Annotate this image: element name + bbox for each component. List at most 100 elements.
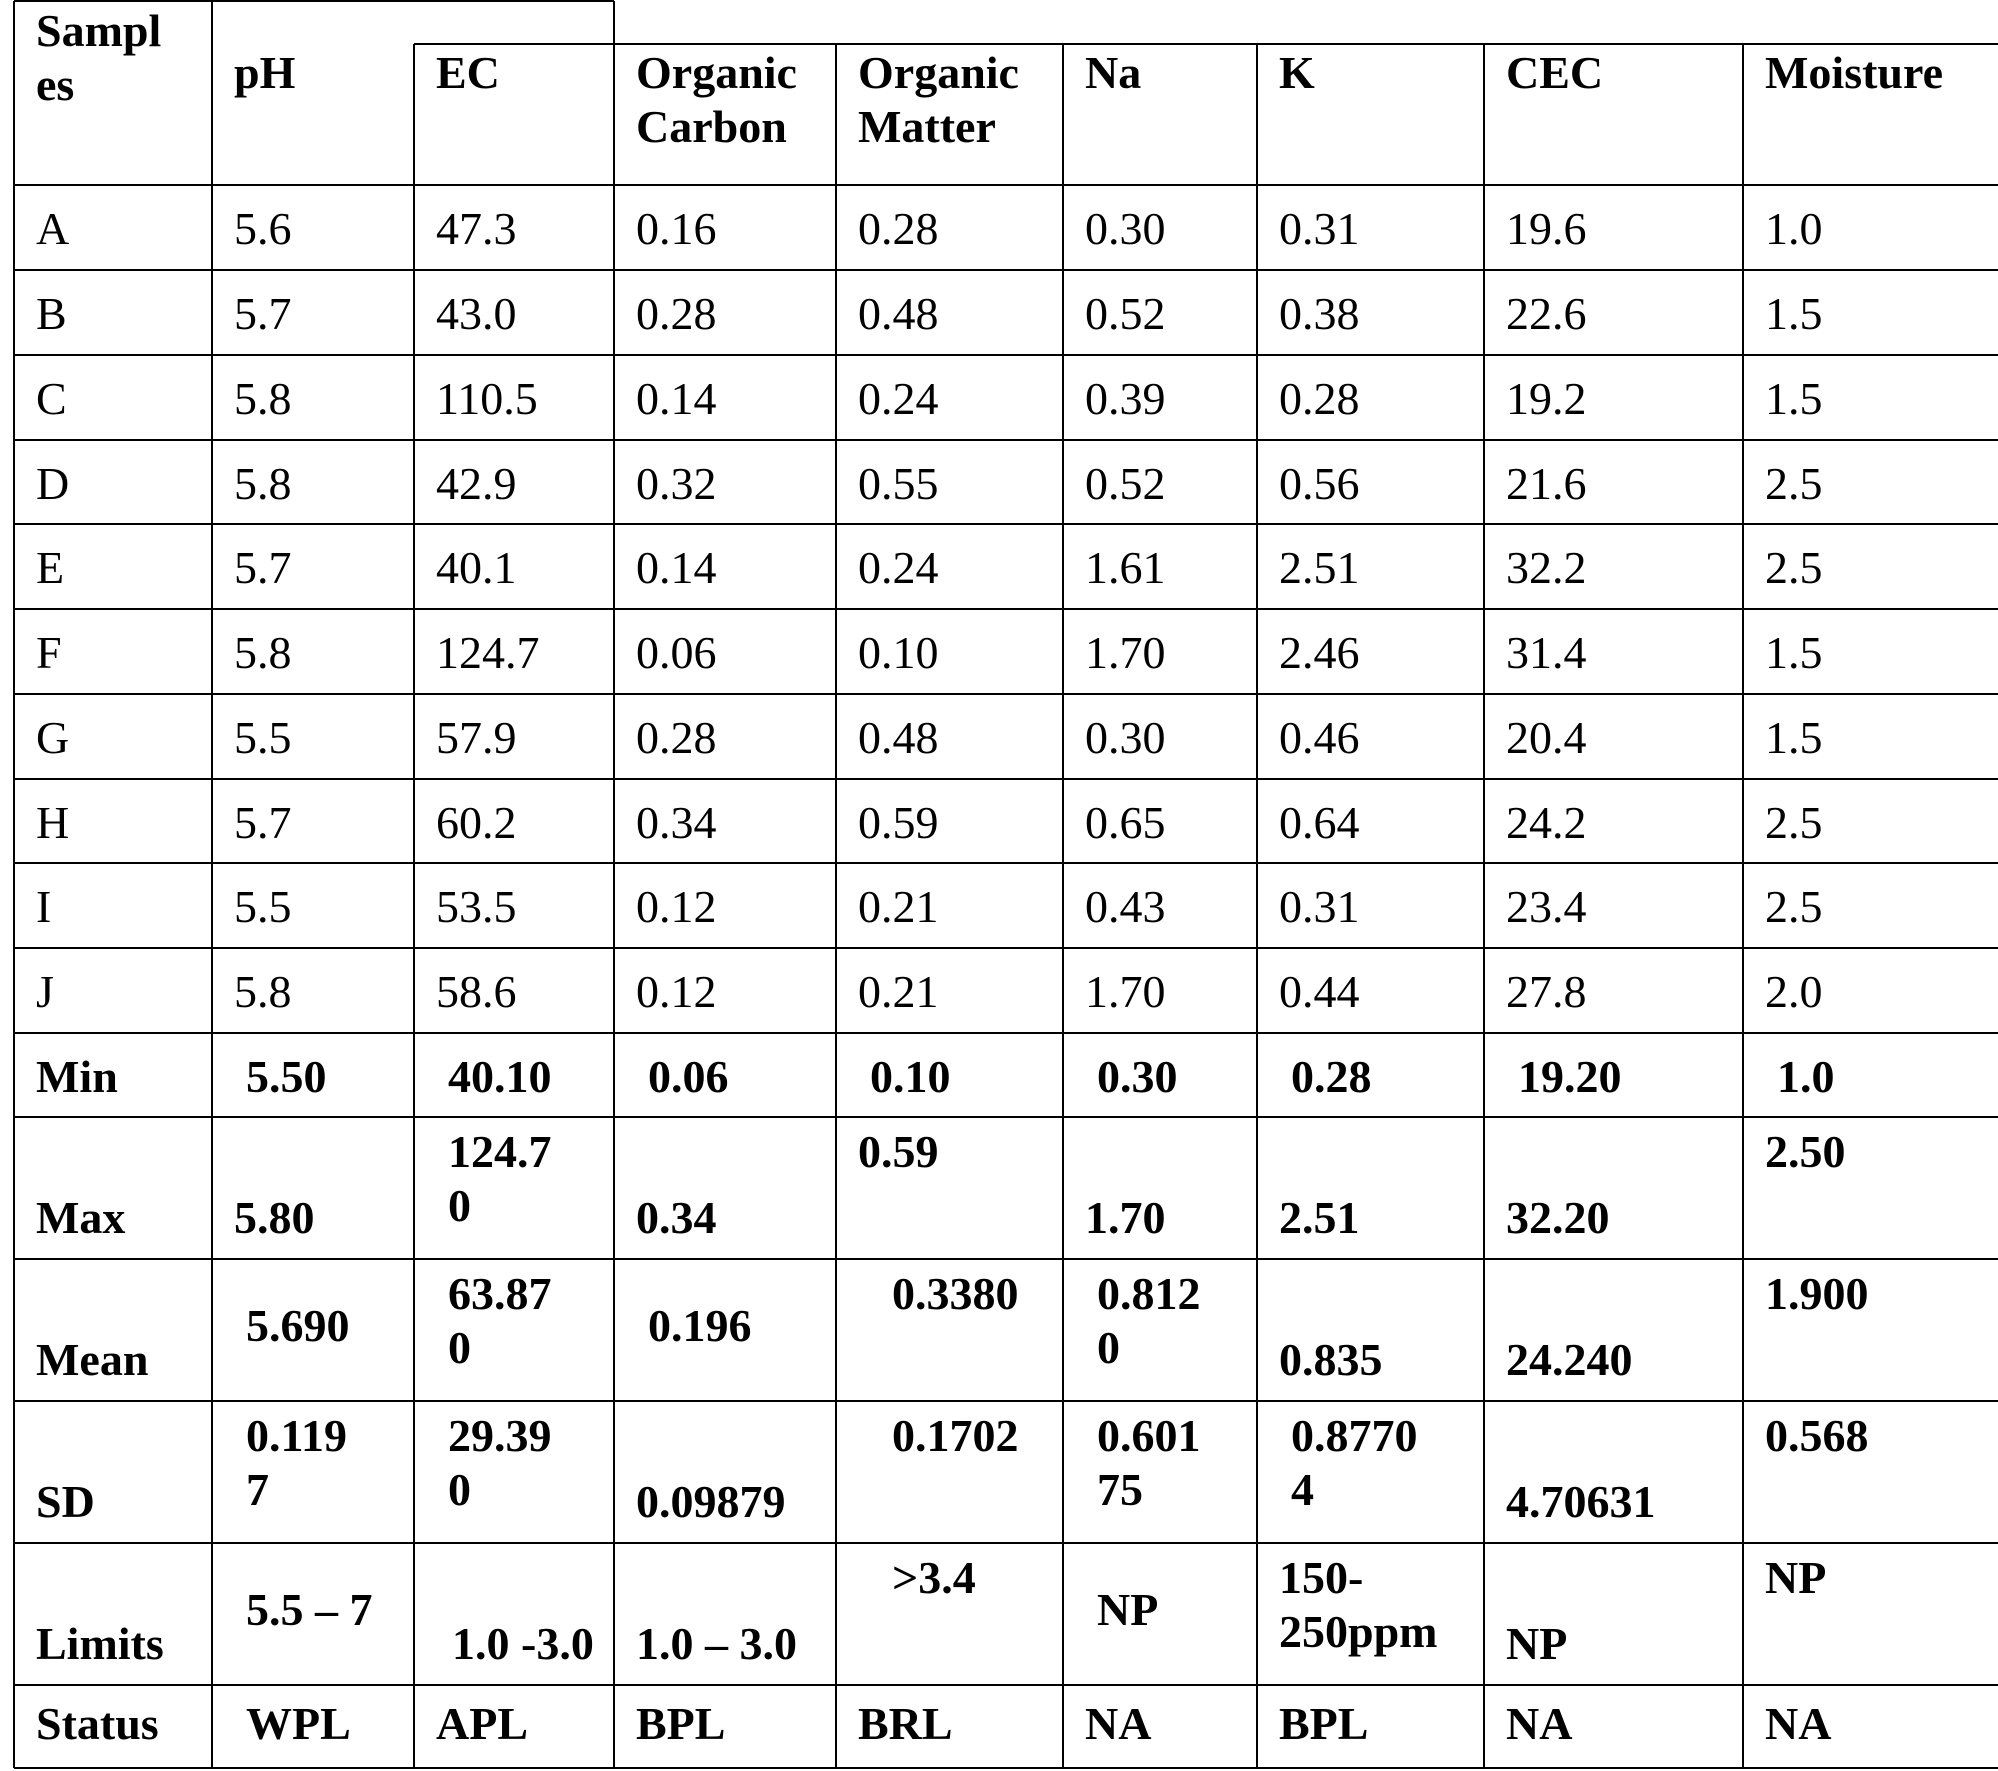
sample-label: C [36, 373, 67, 424]
cell-moisture: 2.5 [1765, 458, 1823, 509]
cell-na: 0.30 [1085, 203, 1166, 254]
header-organic-matter: Organic [858, 47, 1019, 98]
mean-cec: 24.240 [1506, 1334, 1633, 1385]
cell-organic-carbon: 0.14 [636, 373, 717, 424]
limits-label: Limits [36, 1618, 164, 1669]
cell-organic-matter: 0.28 [858, 203, 939, 254]
sample-label: B [36, 288, 67, 339]
status-cec: NA [1506, 1698, 1573, 1749]
mean-organic-carbon: 0.196 [648, 1300, 752, 1351]
cell-organic-carbon: 0.16 [636, 203, 717, 254]
cell-organic-carbon: 0.06 [636, 627, 717, 678]
sd-ec: 0 [448, 1464, 471, 1515]
status-ec: APL [436, 1698, 528, 1749]
cell-na: 0.43 [1085, 881, 1166, 932]
cell-ph: 5.7 [234, 542, 292, 593]
cell-organic-matter: 0.24 [858, 373, 939, 424]
mean-k: 0.835 [1279, 1334, 1383, 1385]
cell-cec: 19.2 [1506, 373, 1587, 424]
cell-ec: 60.2 [436, 797, 517, 848]
cell-organic-carbon: 0.12 [636, 966, 717, 1017]
cell-ph: 5.8 [234, 458, 292, 509]
cell-ph: 5.8 [234, 627, 292, 678]
status-organic-carbon: BPL [636, 1698, 726, 1749]
sd-na: 0.601 [1097, 1410, 1201, 1461]
header-organic-matter: Matter [858, 101, 996, 152]
cell-moisture: 1.5 [1765, 288, 1823, 339]
limits-na: NP [1097, 1584, 1159, 1635]
status-k: BPL [1279, 1698, 1369, 1749]
cell-organic-matter: 0.55 [858, 458, 939, 509]
cell-organic-matter: 0.21 [858, 966, 939, 1017]
min-moisture: 1.0 [1777, 1051, 1835, 1102]
status-ph: WPL [246, 1698, 351, 1749]
mean-na: 0.812 [1097, 1268, 1201, 1319]
cell-ph: 5.5 [234, 881, 292, 932]
cell-na: 1.70 [1085, 627, 1166, 678]
cell-k: 0.46 [1279, 712, 1360, 763]
cell-organic-carbon: 0.14 [636, 542, 717, 593]
cell-k: 2.51 [1279, 542, 1360, 593]
header-ph: pH [234, 47, 296, 98]
max-cec: 32.20 [1506, 1192, 1610, 1243]
cell-cec: 31.4 [1506, 627, 1587, 678]
max-k: 2.51 [1279, 1192, 1360, 1243]
header-moisture: Moisture [1765, 47, 1944, 98]
cell-ec: 58.6 [436, 966, 517, 1017]
cell-moisture: 2.5 [1765, 542, 1823, 593]
cell-k: 0.31 [1279, 203, 1360, 254]
cell-organic-matter: 0.21 [858, 881, 939, 932]
cell-ec: 124.7 [436, 627, 540, 678]
cell-cec: 23.4 [1506, 881, 1587, 932]
limits-k: 150- [1279, 1552, 1364, 1603]
sd-label: SD [36, 1476, 95, 1527]
max-moisture: 2.50 [1765, 1126, 1846, 1177]
sample-label: D [36, 458, 70, 509]
sd-k: 4 [1291, 1464, 1314, 1515]
min-cec: 19.20 [1518, 1051, 1622, 1102]
cell-moisture: 2.0 [1765, 966, 1823, 1017]
min-na: 0.30 [1097, 1051, 1178, 1102]
cell-organic-carbon: 0.34 [636, 797, 717, 848]
header-k: K [1279, 47, 1315, 98]
mean-ec: 63.87 [448, 1268, 552, 1319]
cell-na: 1.61 [1085, 542, 1166, 593]
mean-na: 0 [1097, 1322, 1120, 1373]
sample-label: F [36, 627, 62, 678]
cell-cec: 21.6 [1506, 458, 1587, 509]
header-organic-carbon: Carbon [636, 101, 787, 152]
cell-k: 0.64 [1279, 797, 1360, 848]
cell-ec: 47.3 [436, 203, 517, 254]
cell-ec: 53.5 [436, 881, 517, 932]
sd-na: 75 [1097, 1464, 1143, 1515]
cell-na: 0.52 [1085, 288, 1166, 339]
status-label: Status [36, 1698, 159, 1749]
cell-moisture: 2.5 [1765, 797, 1823, 848]
mean-moisture: 1.900 [1765, 1268, 1869, 1319]
sample-label: E [36, 542, 65, 593]
header-ec: EC [436, 47, 500, 98]
min-organic-carbon: 0.06 [648, 1051, 729, 1102]
cell-organic-matter: 0.59 [858, 797, 939, 848]
mean-ph: 5.690 [246, 1300, 350, 1351]
header-cec: CEC [1506, 47, 1604, 98]
min-ph: 5.50 [246, 1051, 327, 1102]
limits-ec: 1.0 -3.0 [452, 1618, 594, 1669]
cell-na: 0.39 [1085, 373, 1166, 424]
sample-label: H [36, 797, 70, 848]
sd-k: 0.8770 [1291, 1410, 1418, 1461]
cell-organic-matter: 0.48 [858, 712, 939, 763]
cell-na: 1.70 [1085, 966, 1166, 1017]
cell-ec: 43.0 [436, 288, 517, 339]
cell-moisture: 1.0 [1765, 203, 1823, 254]
cell-moisture: 1.5 [1765, 627, 1823, 678]
limits-organic-matter: >3.4 [892, 1552, 976, 1603]
cell-organic-carbon: 0.12 [636, 881, 717, 932]
cell-k: 0.28 [1279, 373, 1360, 424]
max-ec: 124.7 [448, 1126, 552, 1177]
min-k: 0.28 [1291, 1051, 1372, 1102]
limits-cec: NP [1506, 1618, 1568, 1669]
cell-ph: 5.8 [234, 966, 292, 1017]
